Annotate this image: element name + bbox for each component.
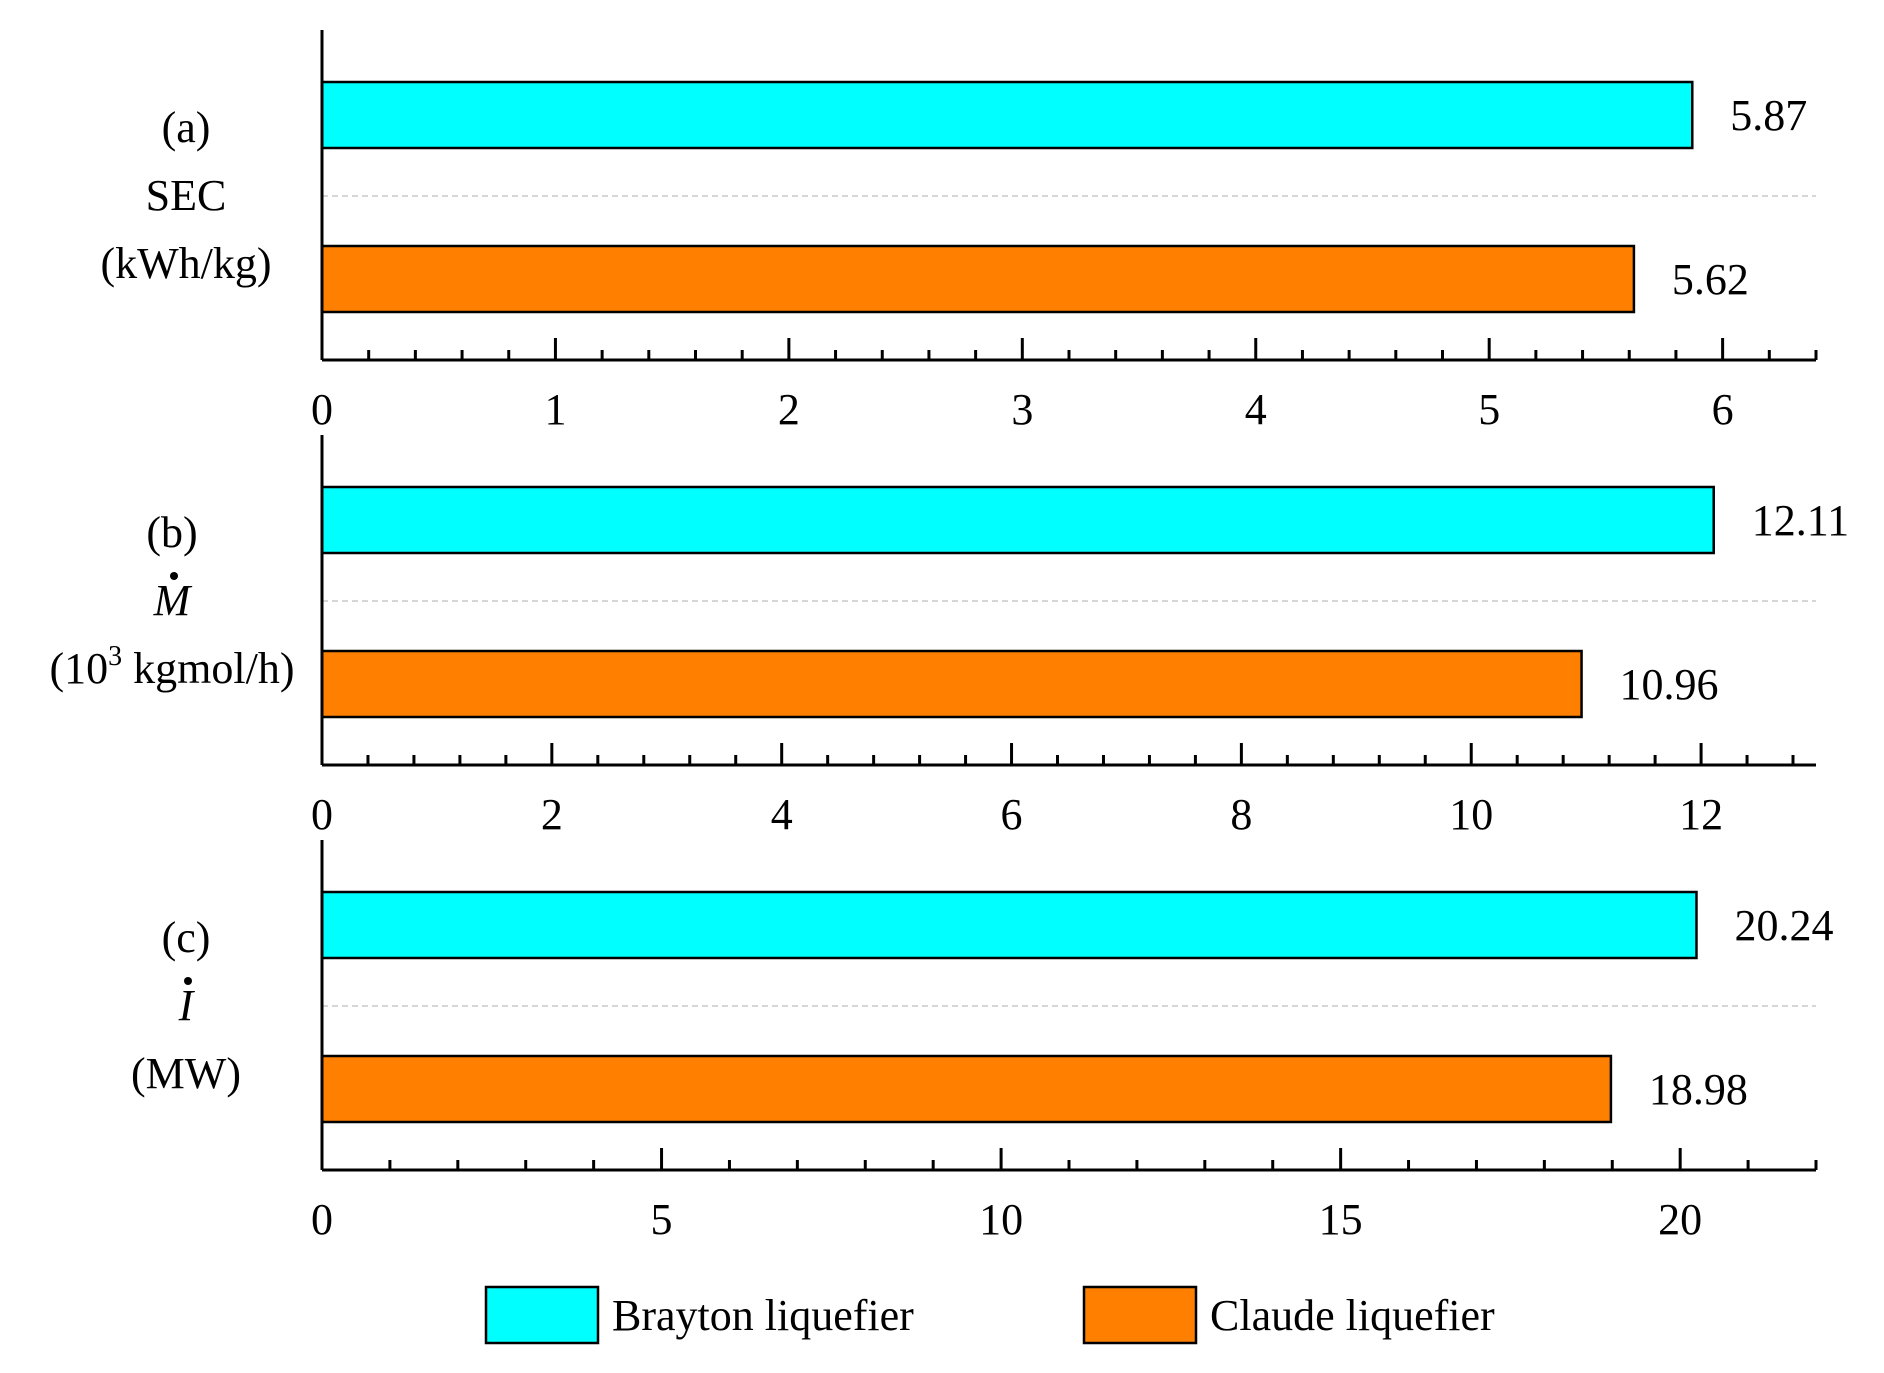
- value-label: 5.62: [1672, 255, 1749, 304]
- tick-label: 6: [1712, 385, 1734, 434]
- claude-bar: [320, 649, 1583, 719]
- value-label: 5.87: [1730, 91, 1807, 140]
- tick-label: 2: [778, 385, 800, 434]
- brayton-bar: [320, 890, 1698, 960]
- legend-swatch: [1082, 1285, 1198, 1345]
- dot-accent: [184, 977, 192, 985]
- tick-label: 2: [541, 790, 563, 839]
- unit-label: (kWh/kg): [100, 239, 271, 288]
- panel-label: (c): [162, 913, 211, 962]
- quantity-label: I: [178, 981, 196, 1030]
- value-label: 12.11: [1752, 496, 1849, 545]
- tick-label: 0: [311, 1195, 333, 1244]
- brayton-bar: [320, 80, 1694, 150]
- brayton-bar: [320, 485, 1715, 555]
- legend-label: Brayton liquefier: [612, 1291, 914, 1340]
- unit-label: (103 kgmol/h): [50, 641, 295, 693]
- tick-label: 10: [1449, 790, 1493, 839]
- quantity-label: SEC: [146, 171, 227, 220]
- value-label: 20.24: [1734, 901, 1833, 950]
- legend-label: Claude liquefier: [1210, 1291, 1495, 1340]
- tick-label: 20: [1658, 1195, 1702, 1244]
- tick-label: 8: [1230, 790, 1252, 839]
- panel-label: (b): [146, 508, 197, 557]
- legend-swatch: [484, 1285, 600, 1345]
- value-label: 18.98: [1649, 1065, 1748, 1114]
- tick-label: 0: [311, 790, 333, 839]
- legend: Brayton liquefier Claude liquefier: [484, 1285, 1495, 1345]
- unit-label: (MW): [131, 1049, 241, 1098]
- tick-label: 5: [651, 1195, 673, 1244]
- panel-1: 5.87 5.62 0 1 2 3 4 5 6 (a) SEC (kWh/kg): [100, 30, 1818, 434]
- tick-label: 5: [1478, 385, 1500, 434]
- dot-accent: [170, 572, 178, 580]
- tick-label: 1: [544, 385, 566, 434]
- panel-2: 12.11 10.96 0 2 4 6 8 10 12 (b) M (103 kgmol/h): [50, 435, 1849, 839]
- quantity-label: M: [153, 576, 193, 625]
- tick-label: 12: [1679, 790, 1723, 839]
- tick-label: 3: [1011, 385, 1033, 434]
- tick-label: 0: [311, 385, 333, 434]
- tick-label: 15: [1319, 1195, 1363, 1244]
- claude-bar: [320, 244, 1636, 314]
- tick-label: 10: [979, 1195, 1023, 1244]
- tick-label: 4: [771, 790, 793, 839]
- tick-label: 4: [1245, 385, 1267, 434]
- claude-bar: [320, 1054, 1613, 1124]
- value-label: 10.96: [1620, 660, 1719, 709]
- panel-3: 20.24 18.98 0 5 10 15 20 (c) I (MW): [131, 840, 1833, 1244]
- panel-label: (a): [162, 103, 211, 152]
- tick-label: 6: [1001, 790, 1023, 839]
